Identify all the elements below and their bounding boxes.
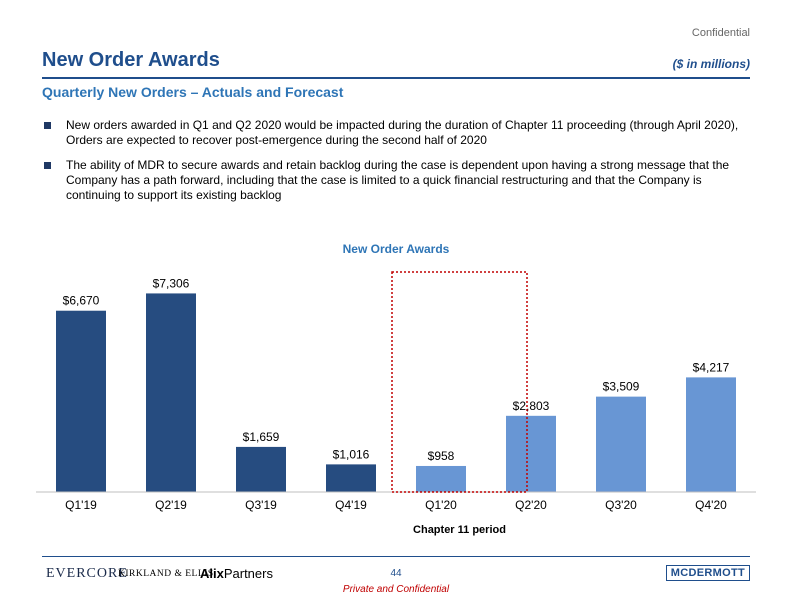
data-label-2: $1,659 xyxy=(243,430,280,444)
data-label-0: $6,670 xyxy=(63,294,100,308)
alix-rest-text: Partners xyxy=(223,566,273,581)
bar-chart: $6,670 Q1'19 $7,306 Q2'19 $1,659 Q3'19 $1,016 Q… xyxy=(36,271,756,536)
x-tick-label-7: Q4'20 xyxy=(695,498,727,512)
bullet-item: New orders awarded in Q1 and Q2 2020 wou… xyxy=(42,118,754,148)
bullet-text: The ability of MDR to secure awards and … xyxy=(66,158,730,202)
x-tick-label-0: Q1'19 xyxy=(65,498,97,512)
bar-3 xyxy=(326,464,376,492)
x-tick-label-1: Q2'19 xyxy=(155,498,187,512)
page-number: 44 xyxy=(390,568,402,579)
footer-divider xyxy=(42,556,750,557)
page-title: New Order Awards xyxy=(42,49,220,71)
bullet-list: New orders awarded in Q1 and Q2 2020 wou… xyxy=(42,118,754,213)
bullet-square-icon xyxy=(44,162,51,169)
bar-6 xyxy=(596,396,646,492)
data-label-5: $2,803 xyxy=(513,399,550,413)
bar-1 xyxy=(146,293,196,492)
alix-bold-text: Alix xyxy=(200,566,224,581)
bar-2 xyxy=(236,446,286,492)
bullet-text: New orders awarded in Q1 and Q2 2020 wou… xyxy=(66,118,739,147)
bar-5 xyxy=(506,415,556,492)
x-tick-label-6: Q3'20 xyxy=(605,498,637,512)
x-tick-label-4: Q1'20 xyxy=(425,498,457,512)
bullet-square-icon xyxy=(44,122,51,129)
bar-0 xyxy=(56,310,106,492)
title-divider xyxy=(42,77,750,79)
chart-title: New Order Awards xyxy=(342,242,450,256)
units-note: ($ in millions) xyxy=(672,57,750,71)
kirkland-logo: KIRKLAND & ELLIS xyxy=(118,569,214,579)
evercore-logo: EVERCORE xyxy=(46,566,128,581)
bar-4 xyxy=(416,465,466,492)
alixpartners-logo: AlixPartners xyxy=(200,566,273,581)
confidential-label: Confidential xyxy=(691,27,750,39)
private-confidential-label: Private and Confidential xyxy=(342,584,450,595)
data-label-4: $958 xyxy=(428,449,455,463)
bullet-item: The ability of MDR to secure awards and … xyxy=(42,158,754,203)
x-tick-label-5: Q2'20 xyxy=(515,498,547,512)
bar-7 xyxy=(686,377,736,492)
x-tick-label-3: Q4'19 xyxy=(335,498,367,512)
section-subtitle: Quarterly New Orders – Actuals and Forec… xyxy=(42,84,344,100)
chapter-11-highlight-box xyxy=(391,271,528,493)
data-label-6: $3,509 xyxy=(603,380,640,394)
data-label-3: $1,016 xyxy=(333,447,370,461)
chapter-11-label: Chapter 11 period xyxy=(413,524,506,536)
x-tick-label-2: Q3'19 xyxy=(245,498,277,512)
data-label-1: $7,306 xyxy=(153,276,190,290)
data-label-7: $4,217 xyxy=(693,360,730,374)
mcdermott-logo: MCDERMOTT xyxy=(665,565,750,581)
